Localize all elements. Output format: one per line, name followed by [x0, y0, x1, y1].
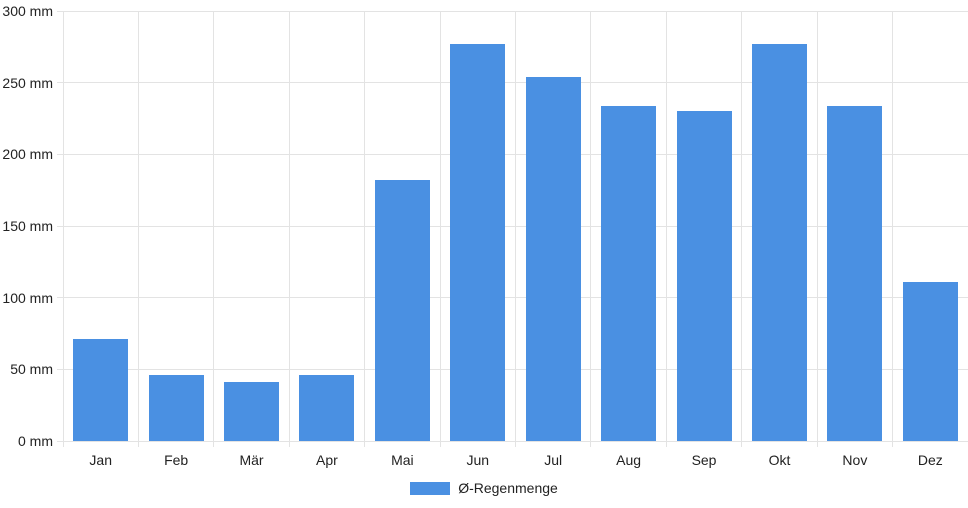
h-gridline — [57, 225, 968, 227]
y-axis-tick-label: 300 mm — [2, 3, 53, 19]
x-axis-tick-label: Jul — [544, 452, 563, 468]
x-axis-tick-label: Jan — [89, 452, 112, 468]
bar-nov[interactable] — [827, 105, 883, 441]
h-gridline — [57, 368, 968, 370]
bar-jul[interactable] — [525, 76, 581, 441]
x-axis-tick-label: Feb — [164, 452, 189, 468]
v-gridline — [137, 11, 139, 447]
x-axis-tick-label: Okt — [768, 452, 791, 468]
h-gridline — [57, 440, 968, 442]
bar-dez[interactable] — [902, 281, 958, 441]
v-gridline — [364, 11, 366, 447]
v-gridline — [515, 11, 516, 447]
v-gridline — [892, 11, 894, 447]
v-gridline — [816, 11, 818, 447]
x-axis-tick-label: Sep — [691, 452, 717, 468]
bar-apr[interactable] — [299, 375, 355, 441]
y-axis-tick-label: 200 mm — [2, 146, 53, 163]
v-gridline — [62, 11, 64, 447]
v-gridline — [213, 11, 215, 447]
bar-mär[interactable] — [224, 382, 280, 441]
v-gridline — [741, 11, 743, 447]
x-axis-tick-label: Dez — [917, 452, 943, 468]
v-gridline — [439, 11, 441, 447]
bar-mai[interactable] — [374, 180, 430, 441]
v-gridline — [665, 11, 667, 447]
x-axis-tick-label: Jun — [466, 452, 490, 468]
h-gridline — [57, 297, 968, 299]
x-axis-tick-label: Nov — [842, 452, 868, 468]
x-axis-tick-label: Aug — [616, 452, 642, 468]
legend-item[interactable]: Ø-Regenmenge — [0, 480, 968, 496]
y-axis-tick-label: 100 mm — [2, 289, 53, 306]
y-axis-tick-label: 50 mm — [10, 361, 53, 378]
bar-jun[interactable] — [450, 43, 506, 441]
v-gridline — [288, 11, 290, 447]
h-gridline — [57, 82, 968, 84]
bar-aug[interactable] — [601, 105, 657, 441]
h-gridline — [57, 10, 968, 12]
bar-sep[interactable] — [676, 111, 732, 441]
legend-color-swatch — [410, 481, 451, 495]
x-axis-tick-label: Apr — [316, 452, 338, 468]
y-axis-tick-label: 0 mm — [18, 433, 53, 449]
bar-feb[interactable] — [148, 375, 204, 441]
y-axis-tick-label: 150 mm — [2, 218, 53, 234]
legend-label: Ø-Regenmenge — [458, 480, 558, 496]
x-axis-tick-label: Mär — [239, 452, 264, 468]
v-gridline — [590, 11, 592, 447]
y-axis-tick-label: 250 mm — [2, 74, 53, 91]
h-gridline — [57, 153, 968, 155]
x-axis-tick-label: Mai — [391, 452, 414, 468]
bar-jan[interactable] — [73, 339, 129, 441]
bar-okt[interactable] — [751, 43, 807, 441]
